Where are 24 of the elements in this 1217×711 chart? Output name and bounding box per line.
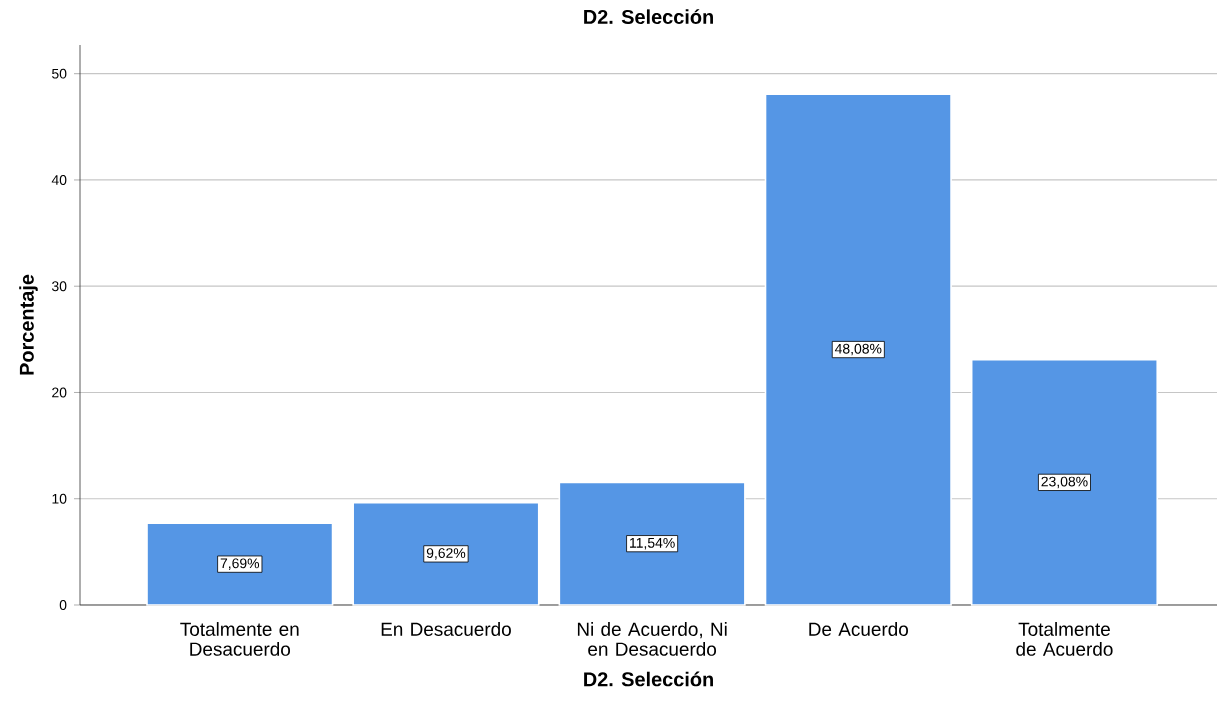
- bar: [146, 522, 334, 606]
- bar: [970, 358, 1159, 606]
- y-tick-label: 50: [52, 68, 67, 79]
- data-label: 11,54%: [630, 537, 675, 550]
- x-tick-label: Totalmente en Desacuerdo: [180, 622, 299, 656]
- bar: [764, 93, 952, 606]
- x-axis-title: D2. Selección: [584, 671, 713, 687]
- y-tick-label: 0: [59, 600, 67, 610]
- y-tick-label: 40: [51, 175, 67, 185]
- data-label: 7,69%: [220, 558, 260, 570]
- x-tick-label: De Acuerdo: [809, 622, 908, 636]
- x-tick-label: Totalmente de Acuerdo: [1016, 622, 1113, 656]
- y-tick-label: 10: [52, 493, 67, 504]
- chart-title: D2. Selección: [584, 9, 713, 24]
- x-tick-label: Ni de Acuerdo, Ni en Desacuerdo: [577, 622, 727, 656]
- y-tick-label: 30: [51, 281, 67, 292]
- y-axis-title: Porcentaje: [19, 274, 38, 375]
- data-label: 48,08%: [834, 343, 882, 356]
- y-tick-label: 20: [52, 387, 67, 398]
- bar: [352, 501, 540, 606]
- x-tick-label: En Desacuerdo: [381, 622, 511, 636]
- data-label: 23,08%: [1041, 476, 1088, 489]
- bar: [558, 481, 746, 606]
- data-label: 9,62%: [426, 548, 466, 560]
